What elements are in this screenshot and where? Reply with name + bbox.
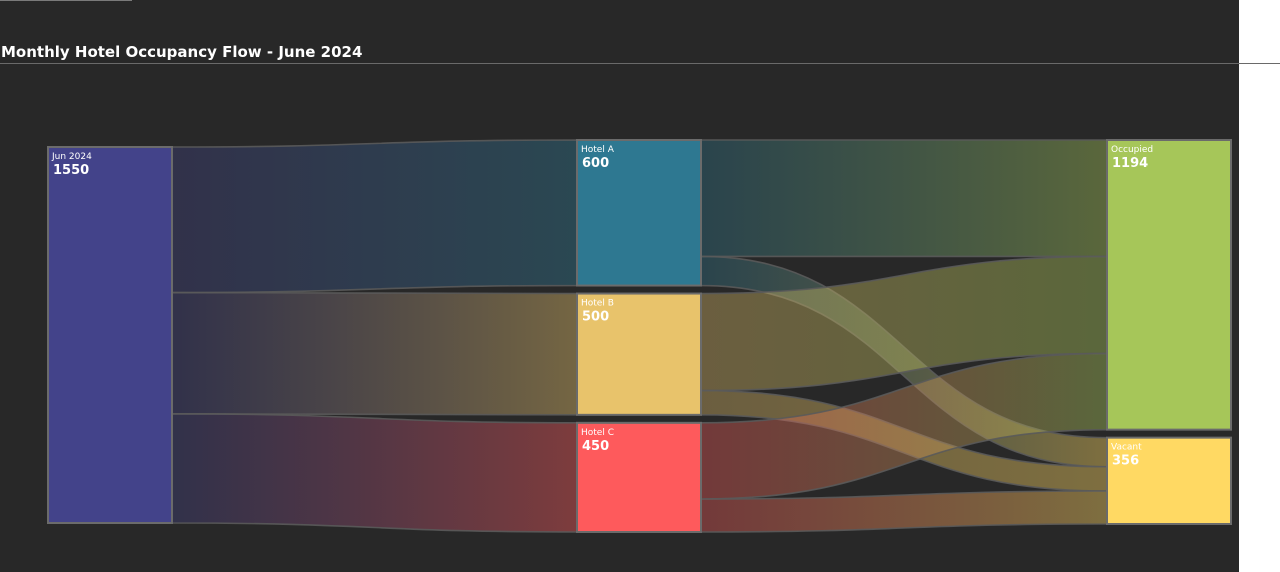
node-hotel-c-value: 450 bbox=[582, 439, 609, 454]
link-jun-2024-to-hotel-a[interactable] bbox=[171, 139, 578, 294]
top-tab-indicator bbox=[0, 0, 132, 1]
node-vacant-value: 356 bbox=[1112, 454, 1139, 469]
title-divider bbox=[0, 63, 1280, 64]
link-jun-2024-to-hotel-c[interactable] bbox=[171, 413, 578, 533]
node-hotel-a-value: 600 bbox=[582, 156, 609, 171]
node-hotel-b-label: Hotel B bbox=[581, 299, 614, 309]
node-occupied-label: Occupied bbox=[1111, 145, 1153, 155]
node-jun-2024-bar[interactable] bbox=[47, 146, 173, 524]
node-hotel-b-bar[interactable] bbox=[576, 292, 702, 416]
node-hotel-c-label: Hotel C bbox=[581, 428, 614, 438]
link-jun-2024-to-hotel-b[interactable] bbox=[171, 291, 578, 416]
node-occupied-value: 1194 bbox=[1112, 156, 1148, 171]
node-vacant-label: Vacant bbox=[1111, 443, 1142, 453]
node-jun-2024-value: 1550 bbox=[53, 163, 89, 178]
node-vacant-bar[interactable] bbox=[1106, 436, 1232, 526]
node-jun-2024-label: Jun 2024 bbox=[51, 152, 92, 162]
node-occupied-bar[interactable] bbox=[1106, 139, 1232, 431]
link-hotel-a-to-occupied[interactable] bbox=[700, 139, 1108, 258]
links-layer bbox=[171, 139, 1108, 533]
node-hotel-a-label: Hotel A bbox=[581, 145, 615, 155]
node-hotel-c-bar[interactable] bbox=[576, 421, 702, 534]
chart-title: Monthly Hotel Occupancy Flow - June 2024 bbox=[1, 43, 363, 61]
node-hotel-b-value: 500 bbox=[582, 310, 609, 325]
node-hotel-a-bar[interactable] bbox=[576, 139, 702, 287]
